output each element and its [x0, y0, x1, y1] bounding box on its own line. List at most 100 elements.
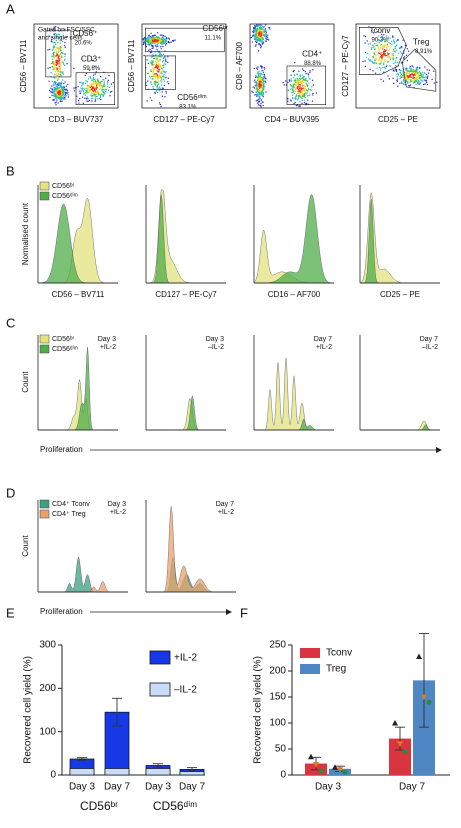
event-dot — [378, 41, 380, 44]
event-dot — [163, 73, 165, 76]
event-dot — [262, 88, 264, 90]
event-dot — [295, 80, 297, 82]
event-dot — [158, 41, 160, 43]
event-dot — [85, 80, 87, 82]
event-dot — [88, 91, 90, 93]
event-dot — [56, 34, 58, 36]
event-dot — [284, 80, 287, 82]
event-dot — [148, 44, 151, 46]
plot-frame — [33, 23, 119, 109]
event-dot — [90, 92, 92, 94]
event-dot — [422, 74, 424, 76]
event-dot — [420, 76, 423, 78]
event-dot — [156, 84, 159, 86]
event-dot — [64, 55, 66, 58]
condition-label: –IL-2 — [208, 344, 224, 351]
event-dot — [265, 81, 267, 83]
event-dot — [410, 79, 413, 81]
event-dot — [48, 89, 51, 92]
event-dot — [152, 78, 154, 80]
event-dot — [292, 84, 295, 87]
event-dot — [301, 95, 304, 97]
event-dot — [154, 44, 156, 46]
gate-name: CD4⁺ — [302, 49, 322, 58]
event-dot — [260, 94, 263, 96]
event-dot — [76, 95, 78, 97]
event-dot — [296, 73, 299, 76]
event-dot — [298, 104, 300, 107]
event-dot — [257, 90, 259, 92]
event-dot — [62, 63, 65, 65]
gate-percent: 88.8% — [304, 61, 322, 67]
event-dot — [82, 83, 84, 85]
event-dot — [142, 43, 145, 46]
event-dot — [425, 73, 428, 76]
event-dot — [58, 63, 60, 65]
event-dot — [159, 34, 162, 36]
event-dot — [254, 79, 256, 81]
event-dot — [392, 69, 395, 71]
event-dot — [418, 67, 421, 69]
event-dot — [162, 45, 164, 48]
event-dot — [262, 26, 265, 29]
event-dot — [152, 70, 155, 72]
event-dot — [375, 62, 377, 64]
event-dot — [379, 62, 382, 64]
data-point — [337, 767, 343, 773]
event-dot — [380, 33, 383, 36]
event-dot — [161, 91, 163, 93]
event-dot — [55, 104, 57, 106]
event-dot — [58, 74, 60, 76]
event-dot — [94, 83, 96, 85]
event-dot — [62, 71, 64, 73]
event-dot — [55, 74, 58, 76]
event-dot — [297, 87, 299, 89]
y-tick-label: 100 — [269, 718, 286, 729]
y-tick-label: 100 — [39, 726, 56, 737]
event-dot — [256, 94, 258, 97]
event-dot — [253, 67, 255, 70]
event-dot — [382, 56, 384, 58]
event-dot — [257, 28, 259, 31]
event-dot — [254, 45, 257, 47]
data-point — [402, 749, 408, 755]
event-dot — [107, 86, 109, 88]
event-dot — [299, 105, 302, 107]
event-dot — [375, 51, 377, 53]
event-dot — [297, 78, 299, 80]
bar — [145, 768, 171, 776]
event-dot — [163, 64, 165, 66]
legend-swatch — [39, 344, 50, 354]
event-dot — [300, 87, 302, 90]
event-dot — [406, 75, 409, 77]
y-axis-label: Normalised count — [21, 202, 30, 265]
event-dot — [373, 46, 375, 48]
event-dot — [296, 86, 299, 88]
x-axis-label: Proliferation — [40, 607, 83, 616]
arrow-head — [226, 609, 232, 615]
event-dot — [433, 70, 435, 73]
event-dot — [168, 38, 170, 40]
event-dot — [409, 80, 412, 82]
event-dot — [386, 52, 389, 54]
event-dot — [84, 97, 86, 99]
event-dot — [367, 43, 370, 45]
event-dot — [259, 95, 261, 97]
event-dot — [258, 77, 261, 79]
event-dot — [100, 80, 103, 83]
event-dot — [401, 82, 403, 84]
event-dot — [56, 54, 59, 57]
event-dot — [156, 62, 158, 64]
event-dot — [311, 86, 313, 88]
event-dot — [155, 45, 157, 48]
legend-label: CD56ᵇʳ — [52, 183, 75, 190]
event-dot — [299, 87, 301, 90]
event-dot — [392, 49, 395, 51]
event-dot — [383, 46, 385, 49]
event-dot — [101, 88, 104, 91]
event-dot — [398, 68, 401, 71]
event-dot — [388, 45, 390, 48]
event-dot — [57, 78, 59, 80]
event-dot — [145, 45, 148, 48]
event-dot — [156, 70, 158, 72]
